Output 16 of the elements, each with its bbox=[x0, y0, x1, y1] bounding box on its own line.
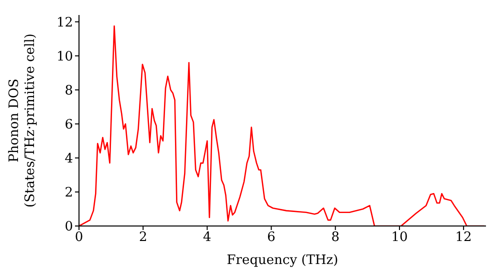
x-tick-label: 10 bbox=[391, 230, 408, 246]
x-tick-label: 8 bbox=[331, 230, 340, 246]
y-tick-label: 4 bbox=[64, 152, 73, 167]
y-tick-label: 12 bbox=[56, 15, 73, 30]
y-tick-label: 0 bbox=[64, 220, 73, 235]
y-axis-title: Phonon DOS (States/THz·primitive cell) bbox=[7, 33, 38, 208]
y-tick-label: 8 bbox=[64, 83, 73, 98]
x-tick-label: 4 bbox=[203, 230, 212, 246]
x-tick-label: 12 bbox=[455, 230, 472, 246]
y-tick-label: 10 bbox=[56, 49, 73, 64]
y-tick-label: 2 bbox=[64, 186, 73, 201]
x-tick-label: 2 bbox=[138, 230, 148, 246]
x-tick-label: 0 bbox=[74, 230, 84, 246]
x-tick-label: 6 bbox=[267, 230, 276, 246]
x-axis-title: Frequency (THz) bbox=[226, 253, 338, 268]
y-tick-label: 6 bbox=[64, 118, 73, 133]
